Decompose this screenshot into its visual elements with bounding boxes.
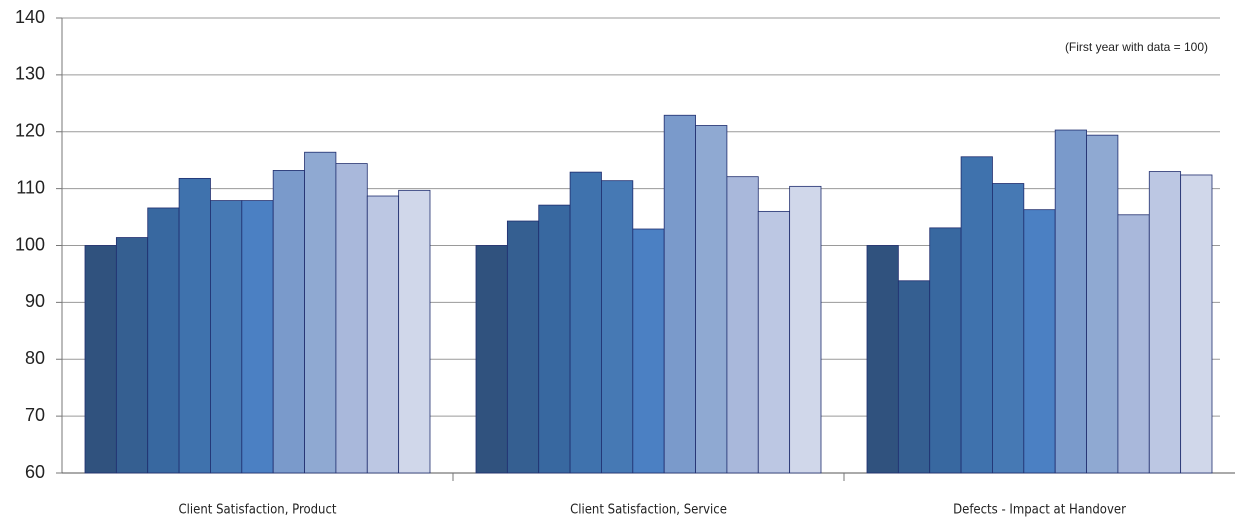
bar: [366, 195, 400, 474]
bar: [632, 228, 665, 474]
y-tick-label: 70: [25, 405, 45, 425]
bar: [929, 227, 962, 474]
bar: [757, 210, 791, 474]
bar: [475, 245, 508, 474]
bar: [1054, 129, 1087, 474]
bar: [866, 245, 899, 474]
annotation: (First year with data = 100): [1065, 40, 1208, 54]
y-tick-label: 100: [15, 234, 45, 254]
x-tick-label: Client Satisfaction, Product: [179, 503, 337, 518]
bar: [897, 280, 931, 474]
bar: [272, 170, 305, 474]
y-tick-label: 60: [25, 462, 45, 482]
bar: [538, 204, 571, 474]
y-tick-label: 110: [16, 177, 45, 197]
y-tick-label: 130: [15, 64, 45, 84]
bar: [304, 151, 337, 474]
bar: [726, 176, 759, 474]
bar: [335, 163, 368, 474]
bar: [241, 200, 274, 474]
bar: [1086, 134, 1119, 474]
bar: [1180, 174, 1213, 474]
bar: [210, 200, 243, 474]
bar: [695, 125, 728, 474]
bar: [115, 237, 149, 474]
bar: [569, 171, 602, 474]
bar: [960, 156, 993, 474]
bar: [663, 114, 696, 474]
bar: [1023, 209, 1056, 474]
y-tick-label: 80: [25, 348, 45, 368]
y-tick-label: 140: [15, 7, 45, 27]
bar: [992, 183, 1025, 474]
x-tick-label: Client Satisfaction, Service: [570, 503, 727, 518]
bar: [1148, 171, 1182, 474]
bar: [398, 189, 431, 474]
y-tick-label: 90: [25, 291, 45, 311]
bar: [506, 220, 540, 474]
bar: [1117, 214, 1150, 474]
bar: [789, 185, 822, 474]
bar: [601, 180, 634, 474]
y-tick-label: 120: [15, 121, 45, 141]
bar: [147, 207, 180, 474]
x-tick-label: Defects - Impact at Handover: [953, 503, 1126, 518]
bar: [84, 245, 117, 474]
bar: [178, 177, 211, 474]
